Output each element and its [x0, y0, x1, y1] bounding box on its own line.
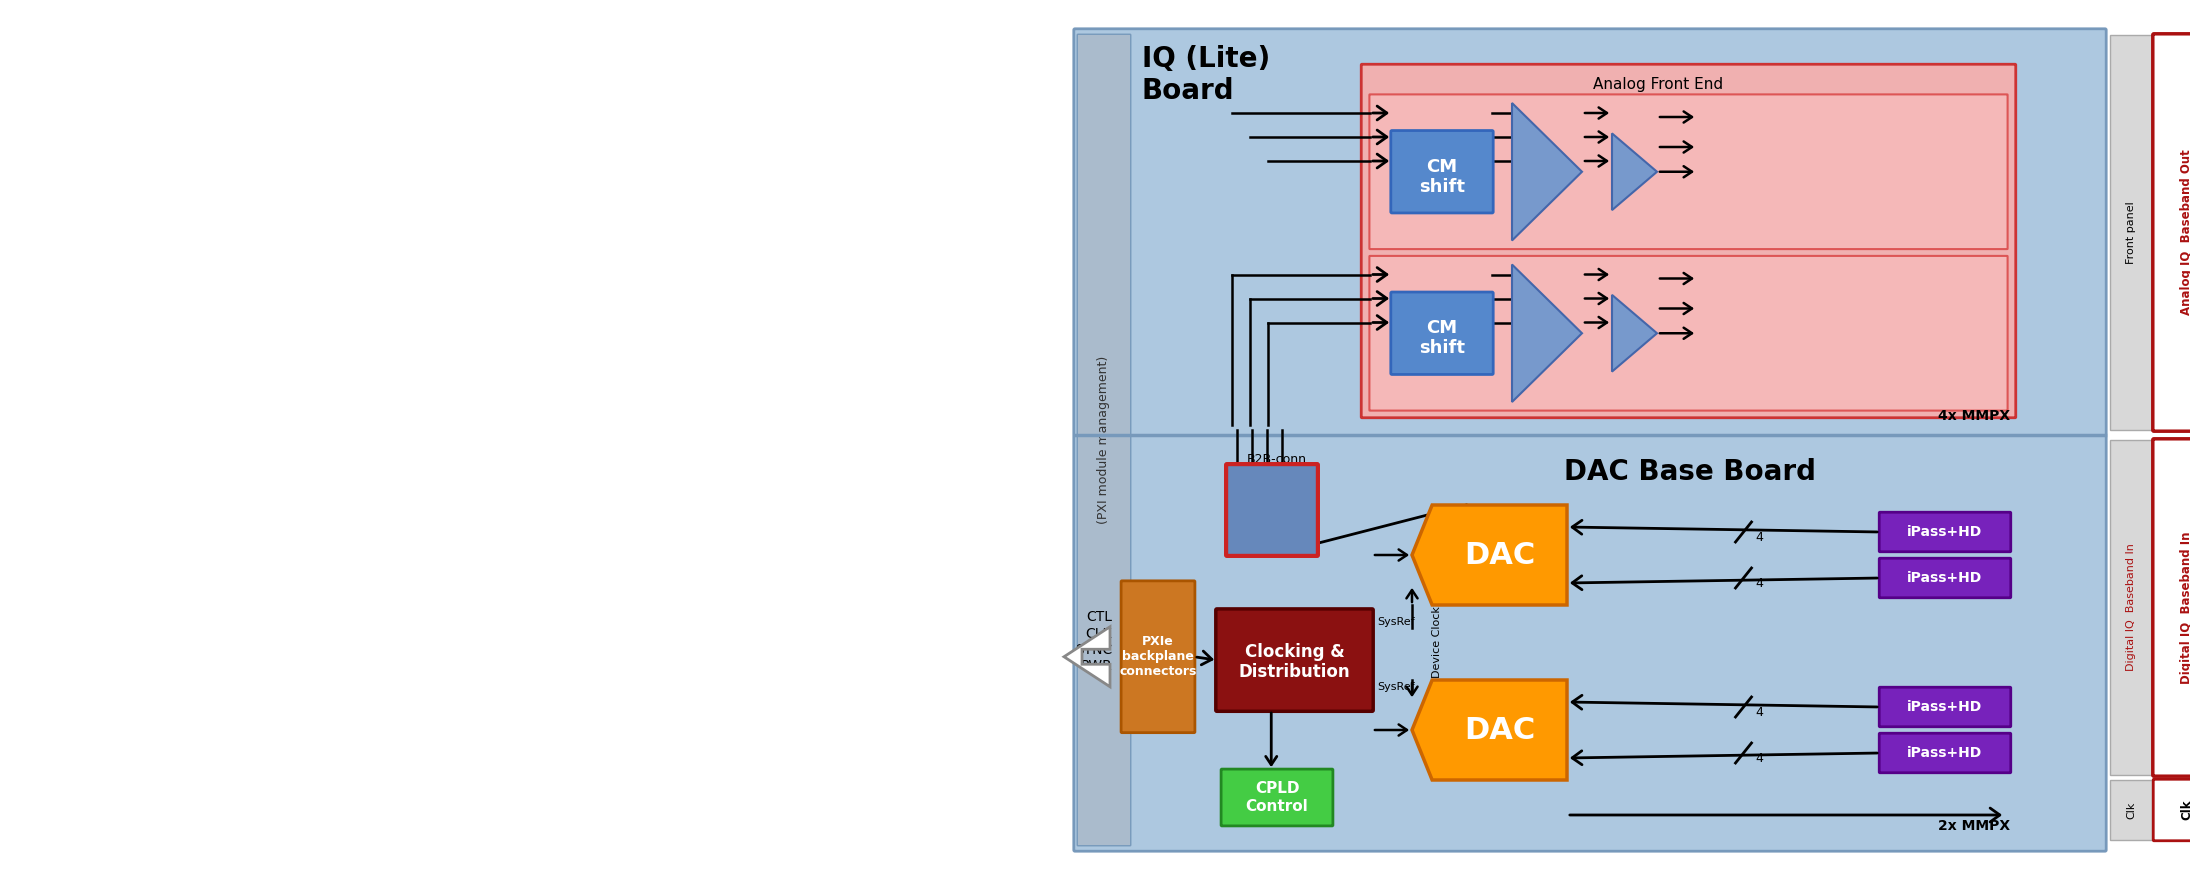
Text: Analog Front End: Analog Front End [1594, 77, 1724, 92]
Text: 4: 4 [1756, 706, 1763, 718]
Text: CM: CM [1426, 158, 1459, 176]
Text: (PXI module management): (PXI module management) [1097, 356, 1110, 524]
Text: iPass+HD: iPass+HD [1907, 571, 1982, 585]
Polygon shape [1612, 134, 1658, 210]
Text: Clocking &: Clocking & [1244, 643, 1345, 661]
Text: Digital IQ  Baseband In: Digital IQ Baseband In [2179, 532, 2190, 684]
Bar [2109, 780, 2153, 840]
Text: 4: 4 [1756, 576, 1763, 590]
Text: Digital IQ  Baseband In: Digital IQ Baseband In [2126, 544, 2135, 671]
FancyBboxPatch shape [1362, 64, 2015, 418]
Text: IQ (Lite)
Board: IQ (Lite) Board [1141, 45, 1270, 106]
FancyBboxPatch shape [1121, 581, 1196, 733]
Text: Analog IQ  Baseband Out: Analog IQ Baseband Out [2179, 150, 2190, 315]
Text: 4: 4 [1756, 752, 1763, 765]
Text: Clk: Clk [2179, 800, 2190, 820]
Text: CM: CM [1426, 319, 1459, 337]
Polygon shape [1413, 505, 1568, 605]
Text: B2B-conn: B2B-conn [1246, 453, 1307, 466]
Text: 2x MMPX: 2x MMPX [1938, 819, 2010, 833]
FancyBboxPatch shape [2153, 439, 2190, 776]
Text: DAC Base Board: DAC Base Board [1564, 458, 1816, 486]
FancyBboxPatch shape [1879, 512, 2010, 552]
Polygon shape [1511, 265, 1581, 402]
Bar [2109, 35, 2153, 430]
FancyBboxPatch shape [1222, 769, 1334, 826]
FancyBboxPatch shape [1073, 29, 2107, 851]
Text: Front panel: Front panel [2126, 202, 2135, 264]
Text: iPass+HD: iPass+HD [1907, 746, 1982, 760]
Text: Distribution: Distribution [1240, 664, 1351, 681]
FancyBboxPatch shape [1391, 292, 1494, 375]
Text: PXIe
backplane
connectors: PXIe backplane connectors [1119, 635, 1196, 678]
Text: shift: shift [1419, 178, 1465, 195]
Text: SysRef: SysRef [1378, 617, 1415, 627]
FancyBboxPatch shape [1391, 130, 1494, 213]
Text: DAC: DAC [1465, 715, 1535, 744]
Text: iPass+HD: iPass+HD [1907, 700, 1982, 714]
Polygon shape [1413, 680, 1568, 780]
FancyBboxPatch shape [1879, 687, 2010, 727]
Polygon shape [1612, 295, 1658, 371]
FancyBboxPatch shape [1077, 34, 1130, 846]
FancyBboxPatch shape [1226, 464, 1318, 556]
FancyBboxPatch shape [1369, 94, 2008, 249]
Text: iPass+HD: iPass+HD [1907, 525, 1982, 539]
FancyBboxPatch shape [1879, 558, 2010, 598]
Text: Clk: Clk [2126, 802, 2135, 818]
Text: Device Clock: Device Clock [1432, 606, 1441, 678]
FancyBboxPatch shape [1215, 609, 1373, 711]
Text: DAC: DAC [1465, 540, 1535, 569]
FancyBboxPatch shape [1369, 256, 2008, 411]
Text: 4: 4 [1756, 531, 1763, 544]
Text: CTL
CLK
SYNC
PWR: CTL CLK SYNC PWR [1075, 611, 1113, 673]
FancyBboxPatch shape [2153, 33, 2190, 431]
Polygon shape [1511, 103, 1581, 240]
FancyBboxPatch shape [1879, 733, 2010, 773]
Polygon shape [1064, 627, 1110, 686]
Text: SysRef: SysRef [1378, 682, 1415, 692]
Text: 4x MMPX: 4x MMPX [1938, 409, 2010, 423]
Text: shift: shift [1419, 340, 1465, 357]
FancyBboxPatch shape [2153, 780, 2190, 840]
Bar [2109, 440, 2153, 775]
Text: CPLD
Control: CPLD Control [1246, 781, 1307, 814]
